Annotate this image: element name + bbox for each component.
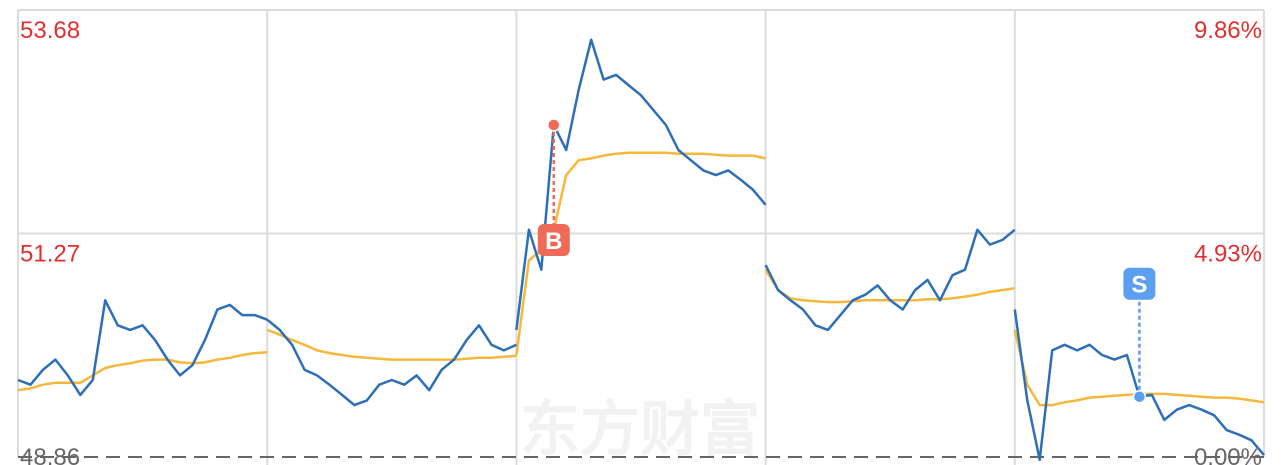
trade-point	[1132, 389, 1147, 404]
y-tick-label: 51.27	[20, 241, 80, 268]
trade-tag	[537, 223, 570, 256]
trade-tag-label: B	[545, 228, 562, 255]
y2-tick-label: 4.93%	[1194, 241, 1262, 268]
series-line	[17, 151, 1265, 407]
y-tick-label: 48.86	[20, 444, 80, 465]
y2-tick-label: 9.86%	[1194, 17, 1262, 44]
trade-tag-label: S	[1131, 272, 1147, 299]
y2-tick-label: 0.00%	[1194, 444, 1262, 465]
y-tick-label: 53.68	[20, 17, 80, 44]
trade-point	[547, 118, 561, 132]
watermark: 东方财富	[520, 396, 760, 463]
series-line	[17, 38, 1265, 462]
trade-tag	[1123, 267, 1156, 300]
